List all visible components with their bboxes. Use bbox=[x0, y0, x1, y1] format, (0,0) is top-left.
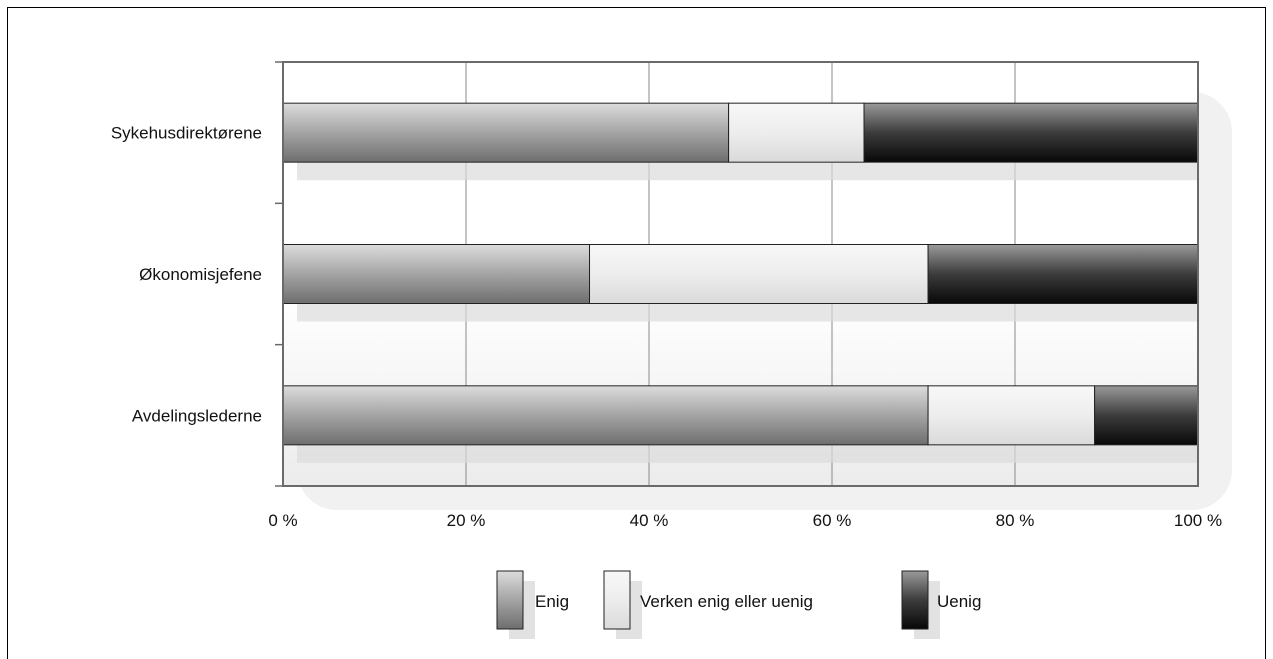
x-tick-label: 0 % bbox=[268, 511, 297, 530]
bars bbox=[282, 102, 1199, 446]
legend-label-uenig: Uenig bbox=[937, 592, 981, 611]
bar-enig-okonomisjefene bbox=[282, 244, 591, 304]
axes bbox=[275, 61, 1199, 487]
bar-enig-avdelingslederne bbox=[282, 385, 929, 446]
x-tick-label: 100 % bbox=[1174, 511, 1222, 530]
legend-swatch-enig bbox=[496, 570, 524, 630]
bar-enig-sykehusdirektorene bbox=[282, 102, 730, 163]
legend-swatch-verken-enig-eller-uenig bbox=[603, 570, 631, 630]
labels: 0 % 20 % 40 % 60 % 80 % 100 % Sykehusdirektøre… bbox=[111, 124, 1222, 530]
bar-uenig-okonomisjefene bbox=[927, 244, 1199, 304]
x-tick-label: 60 % bbox=[813, 511, 852, 530]
x-tick-label: 20 % bbox=[447, 511, 486, 530]
legend-swatch-uenig bbox=[901, 570, 929, 630]
plot-border bbox=[282, 61, 1199, 487]
bar-verken-enig-eller-uenig-avdelingslederne bbox=[927, 385, 1096, 446]
legend-label-enig: Enig bbox=[535, 592, 569, 611]
legend-label-verken-enig-eller-uenig: Verken enig eller uenig bbox=[640, 592, 813, 611]
legend: Enig Verken enig eller uenig Uenig bbox=[496, 570, 981, 639]
x-tick-label: 40 % bbox=[630, 511, 669, 530]
x-tick-label: 80 % bbox=[996, 511, 1035, 530]
category-label-avdelingslederne: Avdelingslederne bbox=[132, 406, 262, 425]
bar-verken-enig-eller-uenig-okonomisjefene bbox=[589, 244, 929, 304]
category-label-sykehusdirektorene: Sykehusdirektørene bbox=[111, 124, 262, 143]
bar-verken-enig-eller-uenig-sykehusdirektorene bbox=[728, 102, 865, 163]
bar-uenig-avdelingslederne bbox=[1094, 385, 1199, 446]
category-label-okonomisjefene: Økonomisjefene bbox=[139, 265, 262, 284]
bar-uenig-sykehusdirektorene bbox=[863, 102, 1199, 163]
